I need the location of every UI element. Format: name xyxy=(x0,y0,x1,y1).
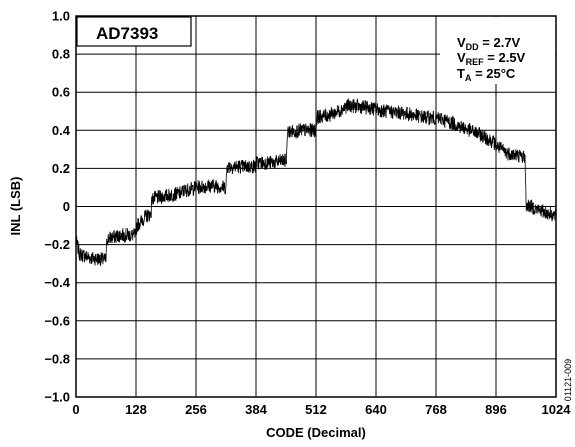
x-tick-label: 256 xyxy=(185,402,207,417)
y-tick-label: −0.2 xyxy=(44,237,70,252)
x-tick-label: 640 xyxy=(365,402,387,417)
x-tick-label: 768 xyxy=(425,402,447,417)
tick-labels: 0 128 256 384 512 640 768 896 1024 1.0 0.8 0.6 0.4 0.… xyxy=(44,9,571,418)
plot-frame xyxy=(75,15,557,398)
x-tick-label: 384 xyxy=(245,402,267,417)
y-tick-label: 0 xyxy=(63,199,70,214)
y-tick-label: 0.6 xyxy=(52,85,70,100)
y-tick-label: −0.8 xyxy=(44,351,70,366)
condition-vdd: VDD = 2.7V xyxy=(457,35,521,52)
series-layer xyxy=(75,98,557,267)
y-tick-label: 0.4 xyxy=(52,123,71,138)
y-axis-title: INL (LSB) xyxy=(8,177,23,236)
chart-title: AD7393 xyxy=(96,24,158,43)
y-tick-label: 0.2 xyxy=(52,161,70,176)
inl-trace xyxy=(75,98,557,267)
x-axis-title: CODE (Decimal) xyxy=(266,425,366,440)
y-tick-label: 0.8 xyxy=(52,47,70,62)
y-tick-label: −1.0 xyxy=(44,390,70,405)
x-tick-label: 0 xyxy=(72,402,79,417)
y-tick-label: −0.6 xyxy=(44,313,70,328)
x-tick-label: 128 xyxy=(125,402,147,417)
condition-ta: TA = 25°C xyxy=(457,66,516,83)
y-tick-label: 1.0 xyxy=(52,9,70,24)
y-tick-label: −0.4 xyxy=(44,275,70,290)
x-tick-label: 512 xyxy=(305,402,327,417)
conditions-box xyxy=(440,17,555,84)
x-tick-label: 1024 xyxy=(542,402,572,417)
title-box xyxy=(76,16,192,47)
condition-vref: VREF = 2.5V xyxy=(457,50,526,67)
figure-id: 01121-009 xyxy=(563,359,573,401)
x-tick-label: 896 xyxy=(485,402,507,417)
